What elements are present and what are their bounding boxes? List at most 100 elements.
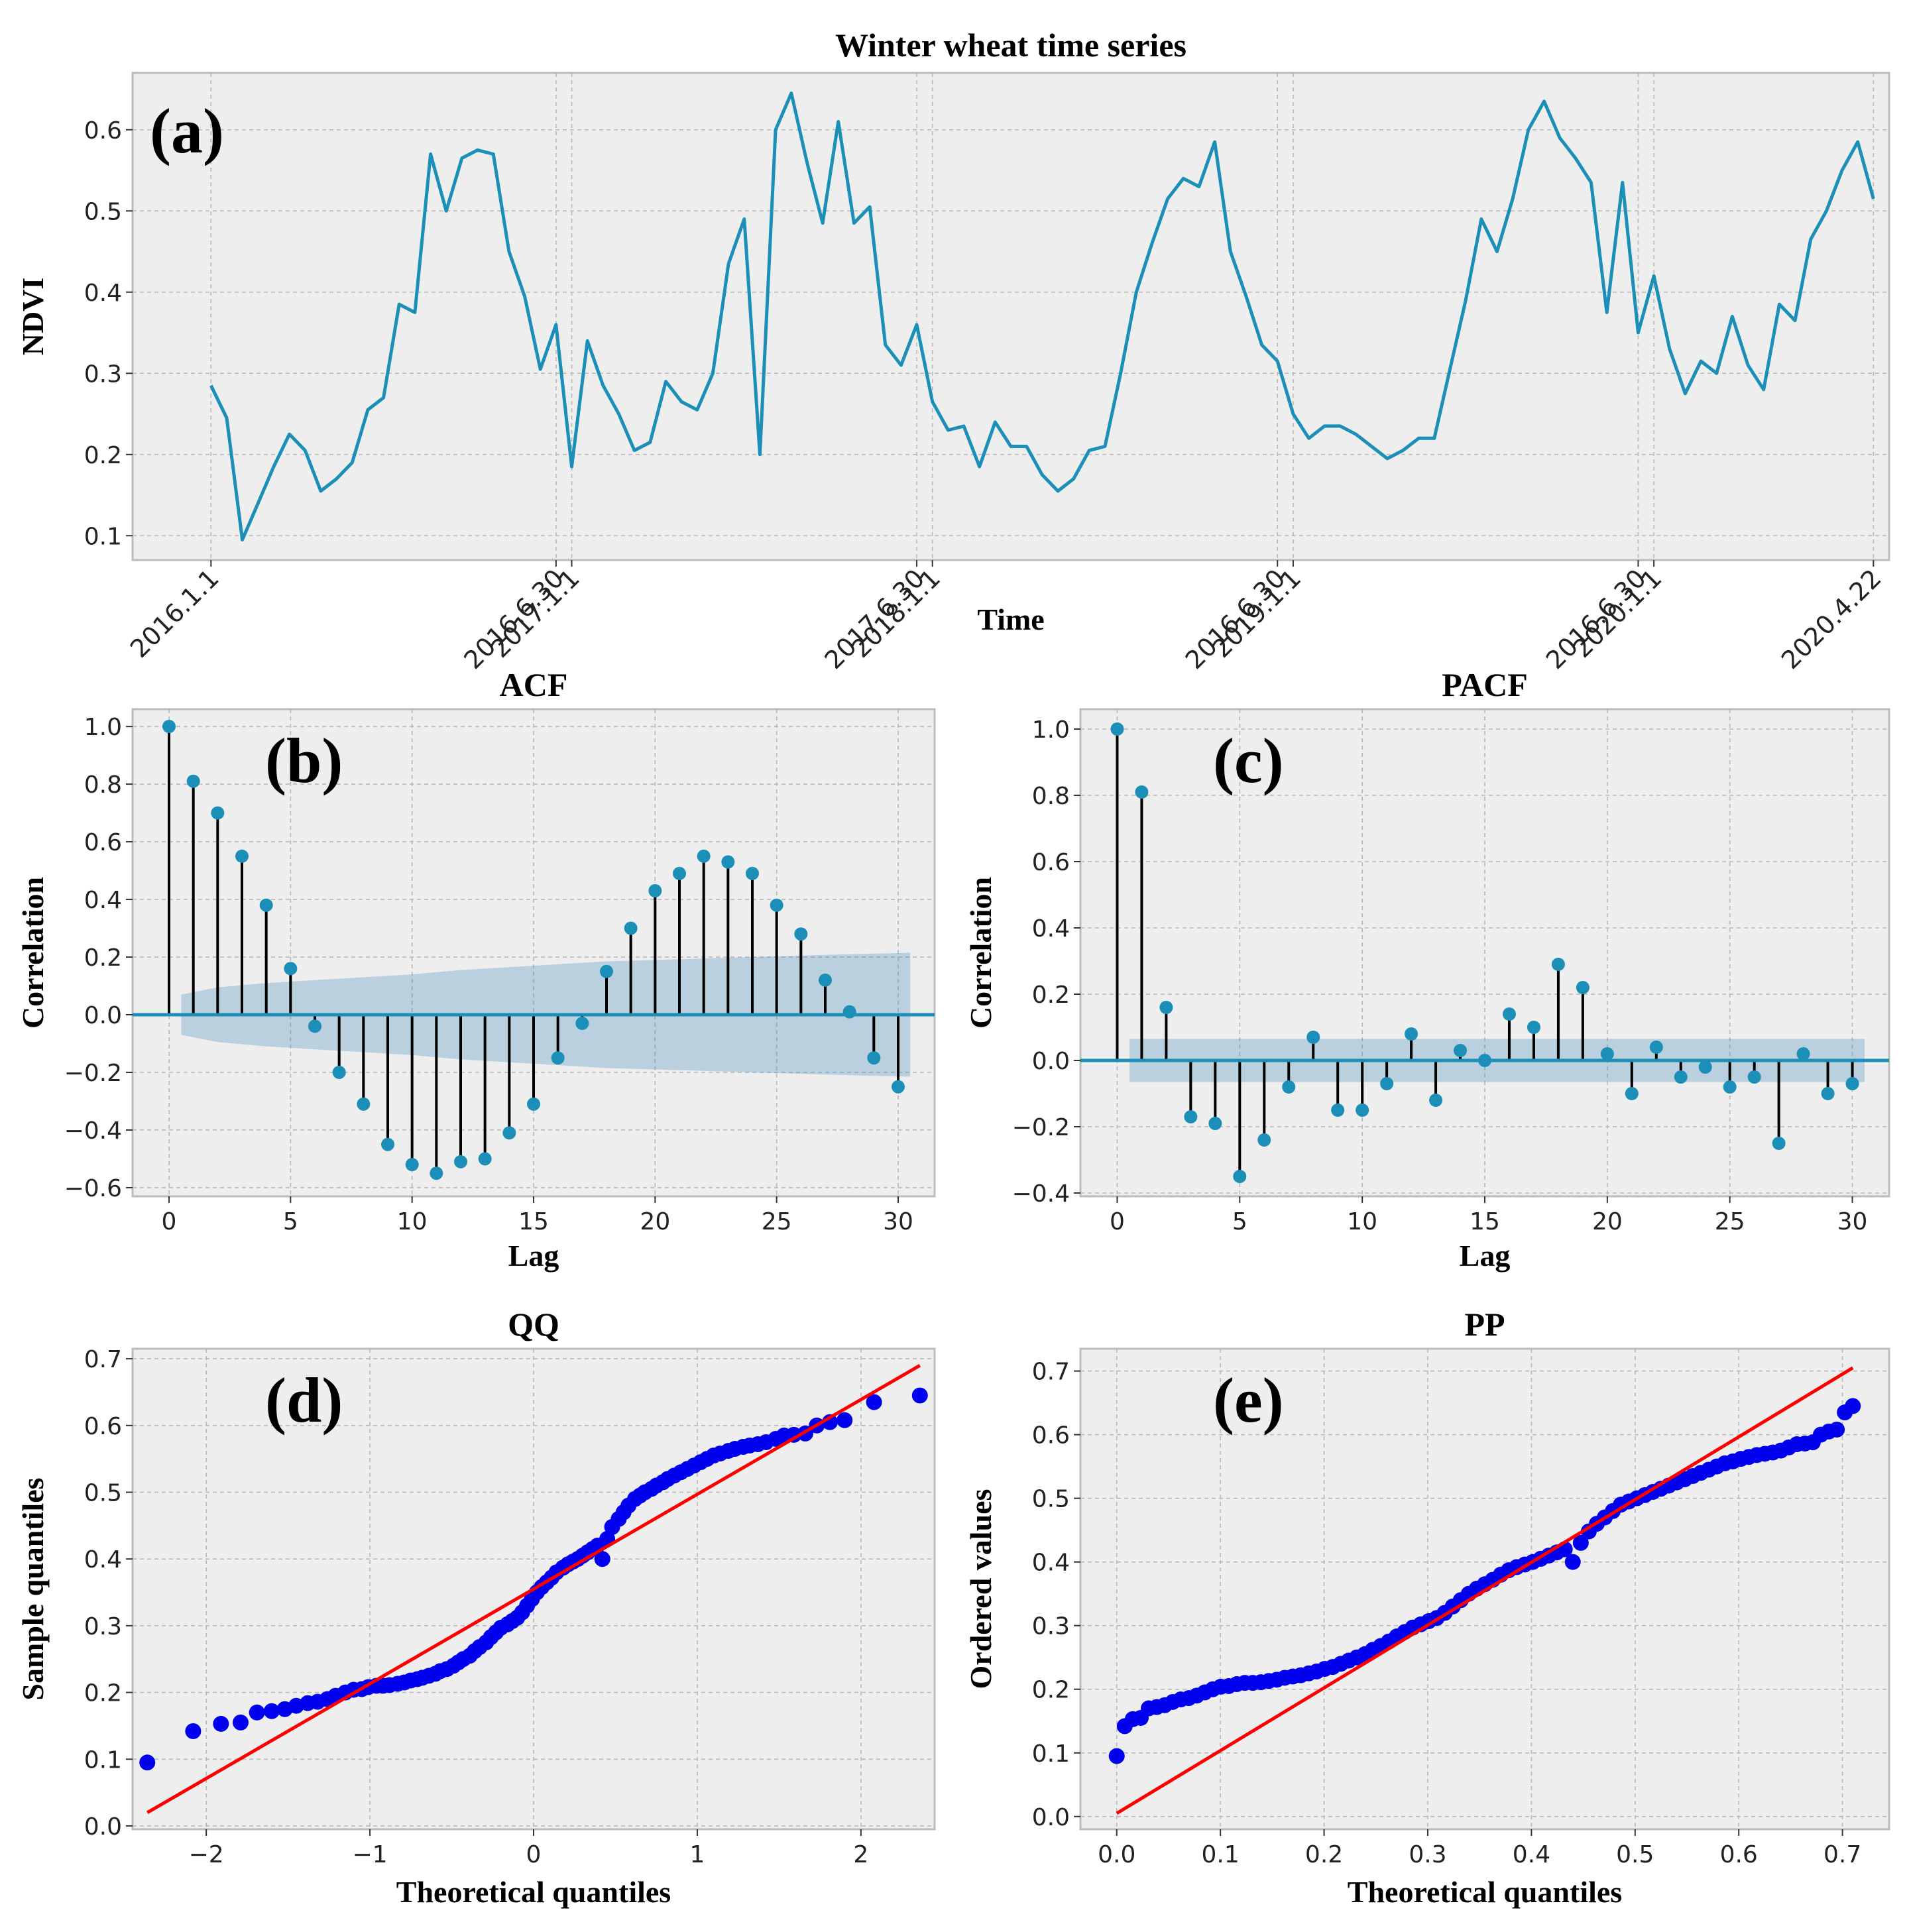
panel-b-marker [357, 1097, 371, 1111]
panel-e-ytick-label: 0.0 [1032, 1804, 1070, 1831]
panel-b-marker [211, 806, 225, 820]
panel-e-title: PP [1464, 1306, 1505, 1343]
panel-c-marker [1723, 1080, 1737, 1094]
panel-b-marker [770, 898, 783, 912]
panel-c-marker [1257, 1133, 1271, 1147]
panel-c-xtick-label: 15 [1470, 1208, 1500, 1235]
panel-e-xtick-label: 0.7 [1823, 1841, 1861, 1868]
panel-c-ytick-label: 0.6 [1032, 849, 1070, 876]
panel-c-ytick-label: 0.2 [1032, 982, 1070, 1009]
panel-b-marker [697, 849, 711, 863]
panel-c-xlabel: Lag [1460, 1239, 1511, 1273]
panel-a-xlabel: Time [977, 602, 1044, 636]
panel-a-ytick-label: 0.3 [84, 361, 122, 388]
panel-c-ytick-label: 0.4 [1032, 915, 1070, 942]
panel-b-marker [794, 927, 808, 941]
panel-b-ytick-label: 0.2 [84, 944, 122, 972]
panel-c-marker [1184, 1110, 1198, 1123]
panel-b-xtick-label: 20 [640, 1208, 670, 1235]
panel-b-panel-label: (b) [265, 725, 343, 796]
panel-d-point [594, 1551, 610, 1567]
panel-b-ytick-label: 1.0 [84, 714, 122, 741]
panel-b-ytick-label: −0.4 [64, 1117, 122, 1145]
panel-d-point [185, 1723, 202, 1739]
panel-b-xtick-label: 5 [283, 1208, 298, 1235]
panel-e-point [1108, 1748, 1125, 1764]
panel-b-marker [819, 973, 832, 987]
panel-c-xtick-label: 0 [1110, 1208, 1125, 1235]
panel-d-point [866, 1394, 882, 1410]
panel-b-xtick-label: 25 [762, 1208, 792, 1235]
panel-d-xtick-label: 1 [689, 1841, 705, 1868]
panel-a-xtick-label: 2016.1.1 [125, 563, 225, 663]
panel-b-marker [867, 1051, 881, 1065]
panel-c-ytick-label: 0.0 [1032, 1048, 1070, 1075]
panel-d-xlabel: Theoretical quantiles [396, 1875, 671, 1909]
panel-a-panel-label: (a) [150, 95, 224, 166]
panel-b-marker [235, 849, 249, 863]
panel-e-ytick-label: 0.3 [1032, 1613, 1070, 1640]
panel-e-ytick-label: 0.2 [1032, 1677, 1070, 1704]
panel-b-ytick-label: 0.8 [84, 771, 122, 799]
panel-c-marker [1233, 1170, 1247, 1183]
panel-c-marker [1772, 1137, 1786, 1150]
panel-a-title: Winter wheat time series [835, 27, 1186, 64]
panel-e-ytick-label: 0.5 [1032, 1486, 1070, 1513]
panel-b-marker [284, 962, 298, 976]
panel-b-marker [381, 1137, 394, 1151]
panel-c-marker [1331, 1104, 1345, 1117]
panel-b-ytick-label: −0.6 [64, 1175, 122, 1202]
panel-c-panel-label: (c) [1213, 725, 1284, 796]
panel-d-ylabel: Sample quantiles [16, 1477, 50, 1700]
panel-b-marker [405, 1158, 419, 1172]
panel-c-pacf: −0.4 −0.2 0.0 0.2 0.4 0.6 0.8 1.0 0 5 10 15 20 25 30 PA… [964, 666, 1890, 1273]
panel-d-xtick-label: 0 [526, 1841, 542, 1868]
panel-b-ytick-label: 0.0 [84, 1002, 122, 1029]
panel-a-ytick-label: 0.1 [84, 523, 122, 550]
panel-c-marker [1405, 1027, 1418, 1041]
panel-d-point [263, 1703, 280, 1719]
panel-b-title: ACF [500, 666, 568, 703]
panel-b-ylabel: Correlation [16, 877, 50, 1029]
panel-b-marker [892, 1080, 905, 1094]
panel-b-marker [308, 1019, 321, 1033]
panel-e-point [1564, 1554, 1581, 1570]
panel-e-xtick-label: 0.6 [1720, 1841, 1758, 1868]
panel-c-marker [1306, 1031, 1320, 1044]
panel-c-xtick-label: 10 [1347, 1208, 1377, 1235]
panel-c-xtick-label: 20 [1592, 1208, 1623, 1235]
panel-b-marker [478, 1152, 492, 1166]
panel-a-xtick-label: 2020.4.22 [1776, 563, 1887, 675]
panel-d-reference-line [146, 1364, 921, 1814]
panel-c-marker [1551, 958, 1565, 971]
panel-c-xtick-label: 25 [1715, 1208, 1745, 1235]
panel-c-marker [1159, 1001, 1173, 1014]
panel-d-point [837, 1412, 853, 1428]
panel-d-ytick-label: 0.7 [84, 1346, 122, 1373]
panel-d-title: QQ [508, 1306, 559, 1343]
panel-d-ytick-label: 0.6 [84, 1413, 122, 1440]
panel-d-point [213, 1715, 229, 1732]
panel-a-ytick-label: 0.2 [84, 442, 122, 469]
panel-c-marker [1282, 1080, 1296, 1094]
panel-c-marker [1747, 1070, 1761, 1084]
panel-c-marker [1380, 1077, 1394, 1090]
panel-d-xtick-label: −1 [353, 1841, 388, 1868]
panel-c-marker [1625, 1087, 1639, 1100]
panel-d-panel-label: (d) [265, 1365, 343, 1436]
panel-e-xtick-label: 0.4 [1513, 1841, 1550, 1868]
panel-d-ytick-label: 0.2 [84, 1680, 122, 1707]
panel-c-marker [1135, 785, 1149, 799]
panel-a-ytick-label: 0.4 [84, 280, 122, 307]
panel-c-marker [1649, 1041, 1663, 1054]
panel-b-marker [502, 1126, 516, 1140]
panel-c-xtick-label: 5 [1232, 1208, 1247, 1235]
panel-c-marker [1110, 722, 1124, 736]
panel-b-marker [624, 921, 638, 935]
panel-c-marker [1845, 1077, 1859, 1090]
ndvi-series-line [209, 91, 1875, 541]
panel-c-ylabel: Correlation [964, 877, 998, 1029]
panel-d-point [139, 1754, 156, 1771]
panel-e-xtick-label: 0.3 [1409, 1841, 1446, 1868]
